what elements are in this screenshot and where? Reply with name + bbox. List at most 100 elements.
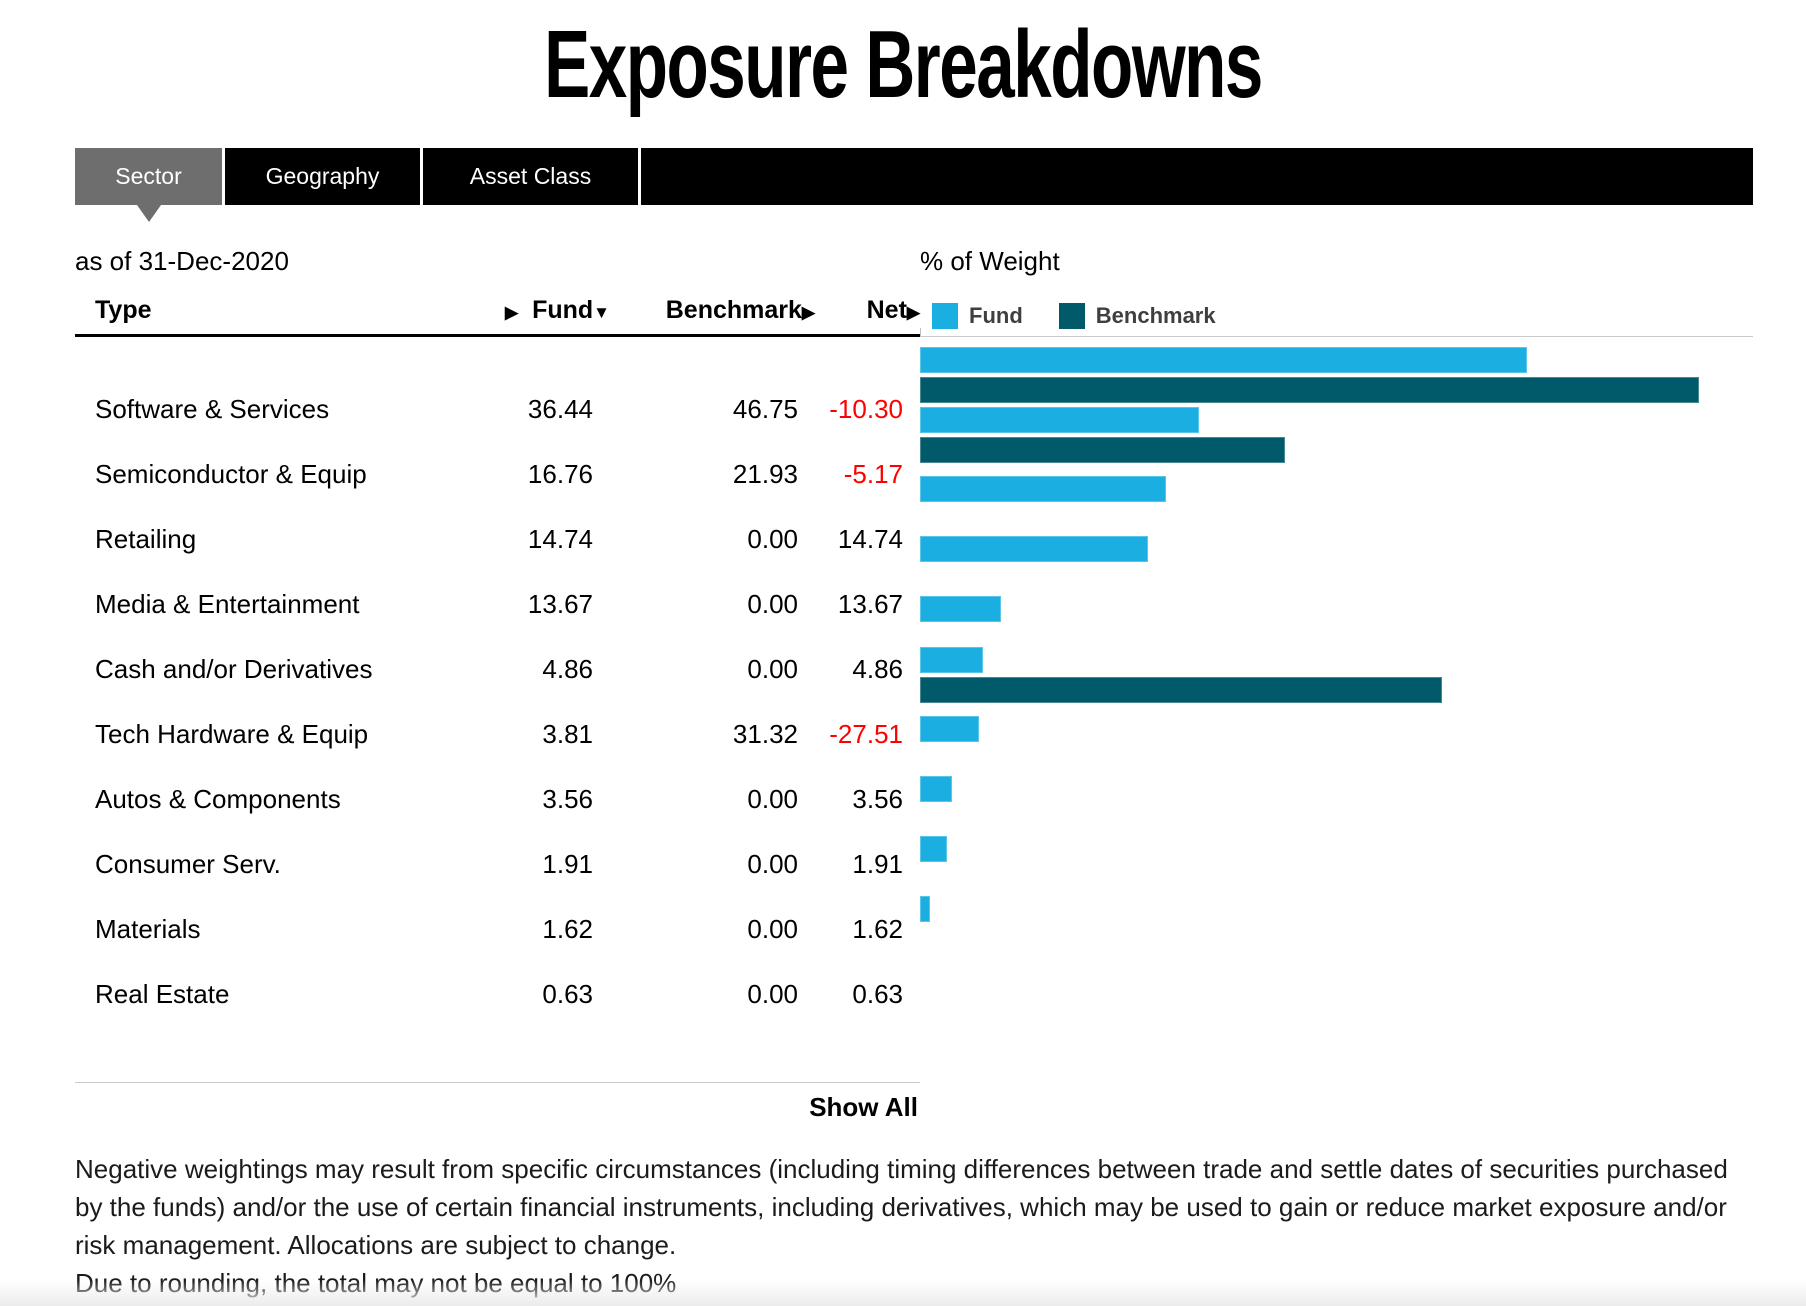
row-benchmark-value: 0.00 [747, 979, 798, 1010]
benchmark-legend-label: Benchmark [1095, 303, 1216, 329]
tab-sector[interactable]: Sector [75, 148, 225, 223]
table-row: Retailing 14.74 0.00 14.74 [75, 507, 920, 572]
table-header-row: Type ▶ Fund▼ Benchmark▶ Net▶ Fund Benchma… [75, 296, 1753, 338]
sort-right-icon[interactable]: ▶ [801, 303, 815, 323]
row-fund-value: 3.81 [542, 719, 593, 750]
table-row: Tech Hardware & Equip 3.81 31.32 -27.51 [75, 702, 920, 767]
fund-bar [920, 896, 931, 923]
fund-bar [920, 596, 1001, 623]
row-fund-value: 3.56 [542, 784, 593, 815]
row-net-value: -27.51 [829, 719, 903, 750]
table-row: Materials 1.62 0.00 1.62 [75, 897, 920, 962]
legend-item-benchmark: Benchmark [1058, 303, 1216, 330]
row-net-value: -10.30 [829, 394, 903, 425]
row-type-label: Consumer Serv. [95, 849, 281, 880]
row-fund-value: 16.76 [527, 459, 593, 490]
fund-bar [920, 536, 1148, 563]
chart-row [920, 399, 1753, 464]
benchmark-bar [920, 437, 1286, 464]
row-benchmark-value: 0.00 [747, 914, 798, 945]
active-tab-pointer [136, 205, 161, 223]
row-net-value: 14.74 [837, 524, 903, 555]
chart-legend: Fund Benchmark [920, 296, 1753, 338]
column-header-net[interactable]: Net▶ [866, 296, 920, 325]
row-net-value: 3.56 [852, 784, 903, 815]
row-type-label: Materials [95, 914, 201, 945]
meta-row: as of 31-Dec-2020 % of Weight [75, 246, 1753, 278]
row-type-label: Autos & Components [95, 784, 341, 815]
row-fund-value: 14.74 [527, 524, 593, 555]
row-fund-value: 36.44 [527, 394, 593, 425]
fund-bar [920, 476, 1166, 503]
sort-down-icon[interactable]: ▼ [593, 303, 610, 323]
tab-geography[interactable]: Geography [225, 148, 423, 206]
row-benchmark-value: 0.00 [747, 654, 798, 685]
row-fund-value: 4.86 [542, 654, 593, 685]
row-benchmark-value: 0.00 [747, 589, 798, 620]
footnote-line: risk management. Allocations are subject… [75, 1230, 677, 1261]
footnote-line: Negative weightings may result from spec… [75, 1154, 1728, 1185]
table-row: Real Estate 0.63 0.00 0.63 [75, 962, 920, 1027]
tab-geography-label: Geography [265, 163, 380, 190]
row-benchmark-value: 0.00 [747, 784, 798, 815]
table-row: Media & Entertainment 13.67 0.00 13.67 [75, 572, 920, 637]
column-header-fund[interactable]: ▶ Fund▼ [505, 296, 610, 325]
row-net-value: 13.67 [837, 589, 903, 620]
row-type-label: Real Estate [95, 979, 230, 1010]
tab-asset-class[interactable]: Asset Class [423, 148, 641, 206]
row-fund-value: 0.63 [542, 979, 593, 1010]
row-benchmark-value: 31.32 [732, 719, 798, 750]
fund-bar [920, 776, 952, 803]
as-of-date: as of 31-Dec-2020 [75, 246, 289, 277]
table-headers: Type ▶ Fund▼ Benchmark▶ Net▶ [75, 296, 920, 338]
row-type-label: Media & Entertainment [95, 589, 360, 620]
chart-row [920, 339, 1753, 404]
fund-legend-swatch [932, 303, 958, 330]
row-type-label: Tech Hardware & Equip [95, 719, 369, 750]
row-benchmark-value: 46.75 [732, 394, 798, 425]
benchmark-legend-swatch [1058, 303, 1085, 330]
chart-rows [920, 337, 1753, 939]
table-row: Software & Services 36.44 46.75 -10.30 [75, 377, 920, 442]
fund-legend-label: Fund [969, 303, 1023, 329]
footnote-line: by the funds) and/or the use of certain … [75, 1192, 1727, 1223]
chart-row [920, 759, 1753, 819]
row-fund-value: 1.62 [542, 914, 593, 945]
row-benchmark-value: 21.93 [732, 459, 798, 490]
page-title: Exposure Breakdowns [544, 11, 1263, 118]
column-header-benchmark[interactable]: Benchmark▶ [665, 296, 815, 325]
fund-bar [920, 407, 1200, 434]
fund-bar [920, 836, 947, 863]
chart-row [920, 519, 1753, 579]
chart-row [920, 879, 1753, 939]
chart-row [920, 639, 1753, 704]
table-row: Consumer Serv. 1.91 0.00 1.91 [75, 832, 920, 897]
footnote: Negative weightings may result from spec… [75, 1150, 1753, 1302]
tab-asset-class-label: Asset Class [469, 163, 592, 190]
table-bottom-divider [75, 1082, 920, 1084]
row-net-value: 1.91 [852, 849, 903, 880]
chart-axis-title: % of Weight [920, 246, 1060, 277]
tab-sector-label: Sector [115, 163, 182, 190]
sort-right-icon[interactable]: ▶ [505, 303, 519, 323]
row-type-label: Retailing [95, 524, 197, 555]
row-net-value: 4.86 [852, 654, 903, 685]
chart-row [920, 699, 1753, 759]
table-rows: Software & Services 36.44 46.75 -10.30 Semic… [75, 337, 920, 1027]
row-type-label: Semiconductor & Equip [95, 459, 367, 490]
chart-row [920, 819, 1753, 879]
fund-bar [920, 347, 1528, 374]
benchmark-bar [920, 377, 1699, 404]
table-row: Semiconductor & Equip 16.76 21.93 -5.17 [75, 442, 920, 507]
row-type-label: Software & Services [95, 394, 330, 425]
row-net-value: -5.17 [843, 459, 903, 490]
legend-item-fund: Fund [932, 303, 1023, 330]
row-net-value: 0.63 [852, 979, 903, 1010]
table-row: Cash and/or Derivatives 4.86 0.00 4.86 [75, 637, 920, 702]
tab-bar: Sector Geography Asset Class [75, 148, 1753, 223]
row-net-value: 1.62 [852, 914, 903, 945]
column-header-type: Type [95, 296, 152, 325]
table-row: Autos & Components 3.56 0.00 3.56 [75, 767, 920, 832]
sort-right-icon[interactable]: ▶ [906, 303, 920, 323]
show-all-link[interactable]: Show All [809, 1092, 918, 1123]
